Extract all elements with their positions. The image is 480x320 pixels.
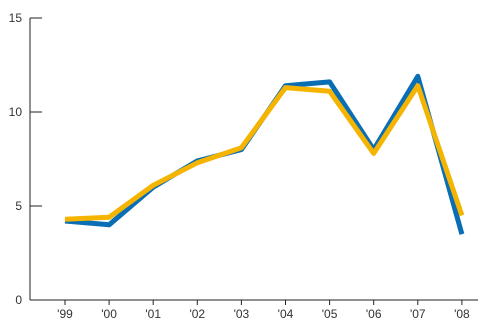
y-tick-label: 5 [15,199,22,213]
y-tick-label: 15 [9,11,23,25]
y-axis: 0 5 10 15 [9,11,42,307]
x-tick-label: '08 [454,307,470,320]
y-tick-label: 10 [9,105,23,119]
series-group [64,73,465,235]
x-tick-label: '05 [322,307,338,320]
y-tick-label: 0 [15,293,22,307]
x-tick-label: '04 [278,307,294,320]
x-tick-label: '99 [57,307,73,320]
x-tick-label: '06 [366,307,382,320]
x-tick-label: '01 [145,307,161,320]
x-tick-label: '03 [234,307,250,320]
series-line-2 [64,83,465,222]
x-tick-label: '02 [189,307,205,320]
series-line-1 [64,73,465,235]
x-tick-label: '00 [101,307,117,320]
x-tick-label: '07 [410,307,426,320]
x-axis: '99 '00 '01 '02 '03 '04 '05 '06 '07 '08 [30,299,478,320]
